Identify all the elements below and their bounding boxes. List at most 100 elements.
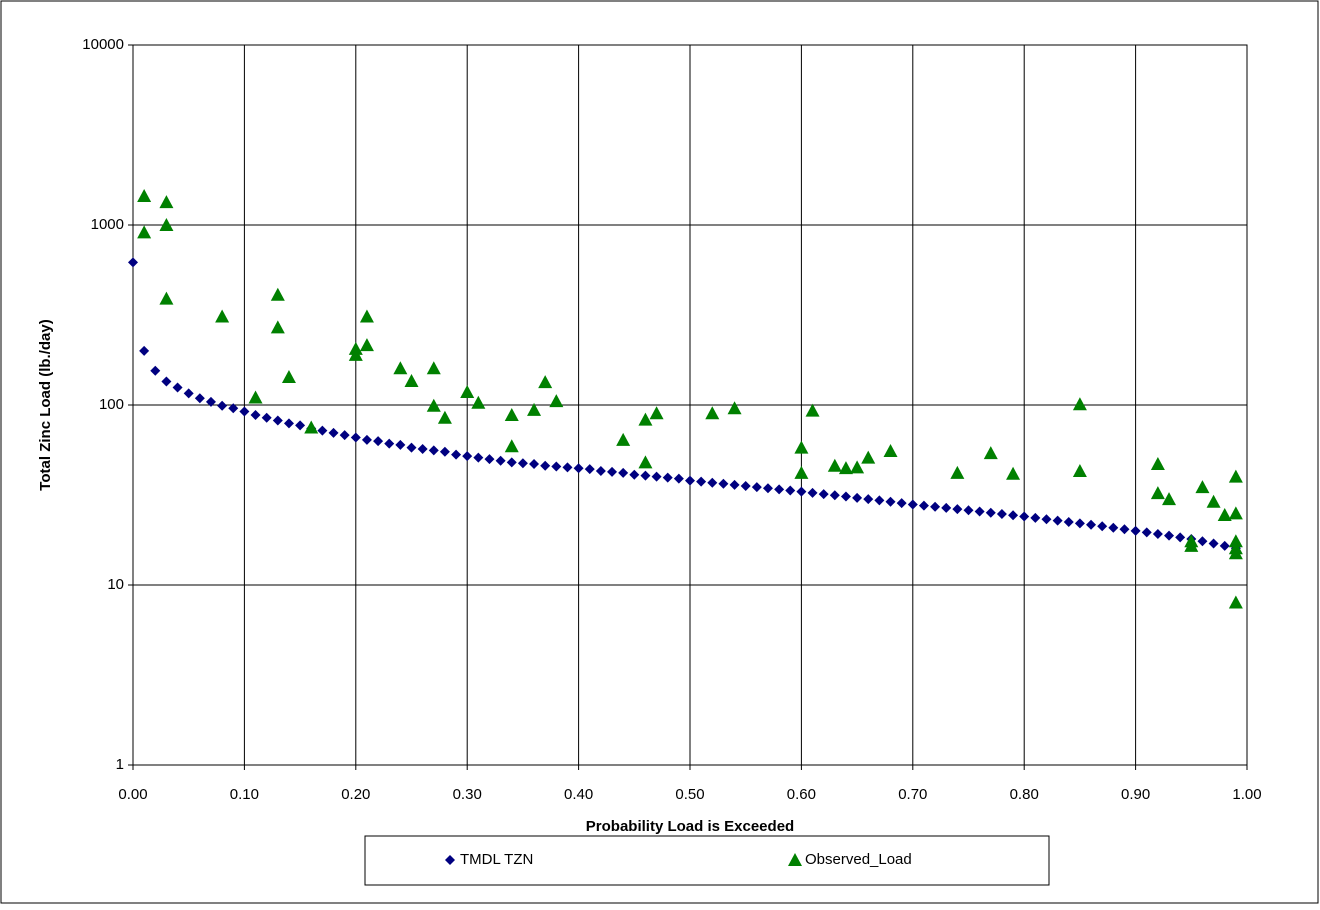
triangle-marker — [426, 398, 441, 412]
diamond-marker — [874, 495, 885, 506]
triangle-marker — [359, 338, 374, 352]
diamond-marker — [796, 486, 807, 497]
triangle-marker — [1072, 397, 1087, 411]
diamond-marker — [640, 470, 651, 481]
triangle-marker — [638, 455, 653, 469]
diamond-marker — [718, 478, 729, 489]
y-tick-label: 100 — [99, 396, 124, 413]
diamond-marker — [829, 490, 840, 501]
diamond-marker — [595, 465, 606, 476]
x-tick-label: 0.80 — [1010, 786, 1039, 803]
diamond-marker — [183, 388, 194, 399]
diamond-marker — [1008, 510, 1019, 521]
triangle-marker — [638, 412, 653, 426]
triangle-marker — [159, 291, 174, 305]
triangle-marker — [1150, 457, 1165, 471]
x-tick-label: 0.20 — [341, 786, 370, 803]
diamond-marker — [1063, 516, 1074, 527]
diamond-marker — [417, 443, 428, 454]
diamond-marker — [462, 451, 473, 462]
triangle-marker — [404, 373, 419, 387]
diamond-marker — [774, 484, 785, 495]
diamond-marker — [963, 505, 974, 516]
diamond-marker — [740, 480, 751, 491]
triangle-marker — [137, 225, 152, 239]
triangle-marker — [393, 361, 408, 375]
diamond-marker — [840, 491, 851, 502]
diamond-marker — [1164, 530, 1175, 541]
diamond-marker — [350, 432, 361, 443]
triangle-marker — [137, 188, 152, 202]
x-tick-label: 0.10 — [230, 786, 259, 803]
diamond-marker — [729, 479, 740, 490]
triangle-marker — [281, 370, 296, 384]
diamond-marker — [1197, 536, 1208, 547]
diamond-marker — [239, 406, 250, 417]
triangle-marker — [1217, 507, 1232, 521]
triangle-marker — [1206, 494, 1221, 508]
triangle-marker — [1228, 534, 1243, 548]
diamond-marker — [1119, 524, 1130, 535]
triangle-marker — [215, 309, 230, 323]
triangle-marker — [270, 287, 285, 301]
marks — [128, 188, 1243, 609]
diamond-marker — [395, 439, 406, 450]
diamond-marker — [584, 464, 595, 475]
diamond-marker — [484, 454, 495, 465]
diamond-marker — [1175, 532, 1186, 543]
diamond-marker — [1097, 521, 1108, 532]
diamond-marker — [952, 504, 963, 515]
diamond-marker — [506, 457, 517, 468]
triangle-marker — [159, 195, 174, 209]
diamond-marker — [1019, 511, 1030, 522]
triangle-marker — [727, 401, 742, 415]
triangle-marker — [794, 440, 809, 454]
triangle-marker — [838, 461, 853, 475]
diamond-marker — [974, 506, 985, 517]
diamond-marker — [896, 498, 907, 509]
triangle-marker — [426, 361, 441, 375]
diamond-marker — [863, 494, 874, 505]
diamond-marker — [272, 415, 283, 426]
diamond-marker — [930, 501, 941, 512]
diamond-marker — [1208, 538, 1219, 549]
diamond-marker — [818, 489, 829, 500]
diamond-marker — [128, 257, 138, 268]
diamond-marker — [1030, 512, 1041, 523]
diamond-marker — [685, 475, 695, 486]
y-tick-label: 1000 — [91, 216, 124, 233]
triangle-marker — [504, 439, 519, 453]
diamond-marker — [445, 855, 455, 865]
x-axis-title: Probability Load is Exceeded — [586, 818, 794, 835]
triangle-marker — [649, 406, 664, 420]
diamond-marker — [707, 477, 718, 488]
triangle-marker — [1184, 538, 1199, 552]
diamond-marker — [439, 446, 450, 457]
x-tick-label: 0.00 — [118, 786, 147, 803]
diamond-marker — [261, 412, 272, 423]
diamond-marker — [885, 496, 896, 507]
triangle-marker — [270, 320, 285, 334]
diamond-marker — [941, 502, 952, 513]
triangle-marker — [794, 465, 809, 479]
triangle-marker — [359, 309, 374, 323]
triangle-marker — [549, 394, 564, 408]
diamond-marker — [529, 459, 540, 470]
diamond-marker — [1041, 514, 1052, 525]
x-tick-label: 1.00 — [1232, 786, 1261, 803]
diamond-marker — [807, 487, 818, 498]
triangle-marker — [1162, 492, 1177, 506]
triangle-marker — [883, 444, 898, 458]
diamond-marker — [406, 442, 417, 453]
diamond-marker — [540, 460, 551, 471]
x-tick-label: 0.50 — [675, 786, 704, 803]
triangle-marker — [1195, 480, 1210, 494]
diamond-marker — [361, 434, 372, 445]
triangle-marker — [304, 420, 319, 434]
diamond-marker — [495, 455, 506, 466]
diamond-marker — [384, 438, 395, 449]
triangle-marker — [159, 218, 174, 231]
diamond-marker — [428, 445, 439, 456]
